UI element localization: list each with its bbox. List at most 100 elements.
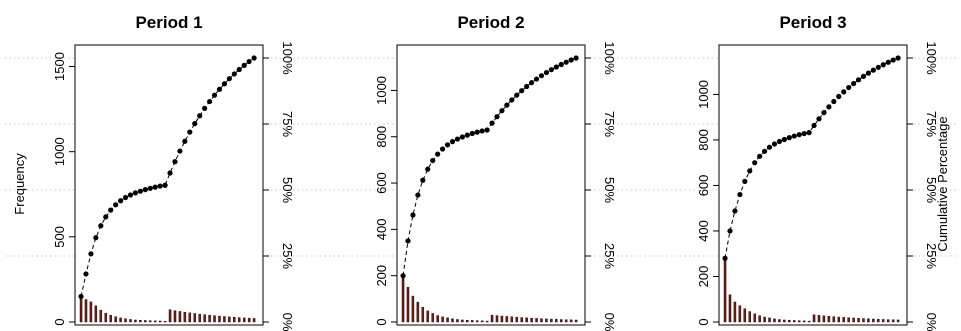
y-tick-label-left: 1500 [52,52,67,81]
frequency-bar [89,301,93,323]
frequency-bar [446,317,449,323]
frequency-bar [456,319,459,323]
frequency-bar [426,310,429,323]
y-tick-label-left: 0 [374,318,389,325]
frequency-bar [114,316,117,323]
cumulative-point [846,84,852,91]
frequency-bar [480,320,484,323]
cumulative-point [742,178,748,184]
y-axis-label-right: Cumulative Percentage [935,116,950,251]
frequency-bar [163,320,167,323]
y-tick-label-right: 25% [280,243,295,269]
cumulative-point [142,187,148,193]
cumulative-point [752,160,758,166]
cumulative-point [747,168,753,174]
cumulative-point [727,228,733,234]
cumulative-point [865,70,872,76]
y-tick-label-right: 100% [924,41,939,75]
frequency-bar [564,319,568,323]
panel-title: Period 1 [135,13,202,32]
y-tick-label-right: 25% [924,243,939,269]
cumulative-point [454,136,461,142]
frequency-bar [530,317,533,323]
frequency-bar [431,313,434,323]
cumulative-point [548,67,554,73]
cumulative-point [558,61,564,68]
frequency-bar [574,319,578,323]
frequency-bar [84,299,88,323]
cumulative-point [816,116,822,122]
cumulative-point [801,130,807,137]
cumulative-point [206,98,213,105]
frequency-bar [832,316,836,323]
frequency-bar [153,320,157,323]
cumulative-point [435,151,441,157]
frequency-bar [753,313,756,323]
cumulative-point [573,55,579,61]
cumulative-point [400,273,406,279]
frequency-bar [896,319,900,323]
y-tick-label-right: 0% [602,313,617,331]
frequency-bar [139,320,142,323]
cumulative-point [757,153,763,159]
cumulative-point [197,113,203,119]
frequency-bar [837,316,840,323]
frequency-bar [144,320,147,323]
frequency-bar [500,315,504,323]
frequency-bar [238,317,241,323]
frequency-bar [763,316,766,323]
frequency-bar [183,311,187,323]
y-axis-label-left: Frequency [12,153,27,215]
cumulative-point [806,130,812,136]
frequency-bar [461,319,464,323]
frequency-bar [421,306,425,323]
cumulative-point [430,157,436,164]
cumulative-point [83,271,89,277]
cumulative-point [826,104,832,110]
frequency-bar [490,314,494,323]
cumulative-point [167,170,173,176]
y-tick-label-right: 50% [602,177,617,203]
cumulative-point [543,69,550,76]
frequency-bar [129,319,132,323]
cumulative-point [821,110,827,116]
cumulative-point [860,73,867,79]
cumulative-point [494,114,500,120]
cumulative-point [410,212,416,218]
panel-period-1: Period 1 0 500 1000 1500 0% 25% 50% 75% 100% [52,13,295,331]
cumulative-point [870,67,876,73]
cumulative-point [786,135,792,141]
frequency-bar [748,311,751,323]
y-tick-label-left: 400 [374,219,389,241]
frequency-bar [852,317,855,323]
frequency-bar [778,319,781,323]
frequency-bar [842,317,845,323]
frequency-bar [560,319,563,323]
cumulative-point [177,148,183,154]
frequency-bar [99,309,103,323]
frequency-bar [401,275,405,323]
cumulative-point [93,235,99,241]
cumulative-point [489,120,495,126]
frequency-bar [208,314,211,323]
frequency-bar [891,319,895,323]
frequency-bar [119,317,122,323]
cumulative-point [722,255,728,261]
frequency-bar [569,319,573,323]
cumulative-point [405,238,411,244]
frequency-bar [802,320,806,323]
y-tick-label-left: 600 [696,175,711,197]
cumulative-point [117,198,124,204]
y-tick-label-left: 600 [374,172,389,194]
cumulative-point [241,62,247,68]
frequency-bar [485,320,489,323]
frequency-bar [218,315,221,323]
frequency-bar [124,318,127,323]
frequency-bar [203,314,206,323]
y-tick-label-left: 0 [52,318,67,325]
cumulative-point [78,293,84,300]
y-tick-label-right: 50% [924,177,939,203]
frequency-bar [233,317,236,323]
frequency-bar [550,318,553,323]
cumulative-point [415,192,421,198]
